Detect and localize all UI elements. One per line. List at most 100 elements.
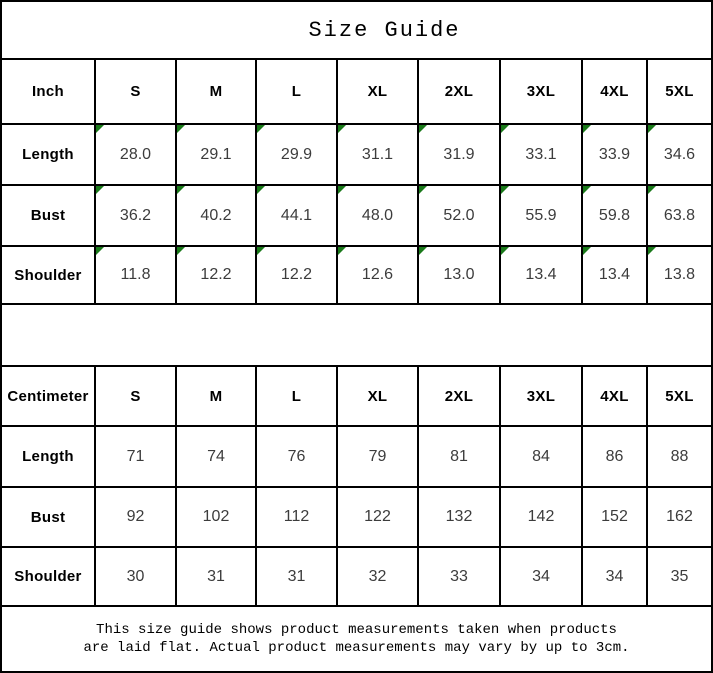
corner-marker-icon (257, 125, 265, 133)
value-cell: 12.6 (338, 247, 419, 305)
value-cell: 88 (648, 427, 711, 488)
value-cell: 11.8 (96, 247, 177, 305)
footer-line-2: are laid flat. Actual product measuremen… (83, 640, 630, 656)
unit-header-cell: Inch (2, 60, 96, 125)
row-label-cell: Bust (2, 186, 96, 247)
corner-marker-icon (648, 186, 656, 194)
size-header-cell: XL (338, 60, 419, 125)
row-label-cell: Length (2, 125, 96, 186)
value-cell: 52.0 (419, 186, 501, 247)
value-cell: 34.6 (648, 125, 711, 186)
value-cell: 112 (257, 488, 338, 548)
value-cell: 132 (419, 488, 501, 548)
value-cell: 31 (257, 548, 338, 607)
value-cell: 81 (419, 427, 501, 488)
row-label-cell: Shoulder (2, 548, 96, 607)
size-header-cell: S (96, 60, 177, 125)
inch-table: Inch S M L XL 2XL 3XL 4XL 5XL Length 28.0 29.1 29.9 3… (2, 60, 711, 305)
value-cell: 71 (96, 427, 177, 488)
value-cell: 29.9 (257, 125, 338, 186)
value-cell: 63.8 (648, 186, 711, 247)
size-header-cell: 3XL (501, 60, 583, 125)
corner-marker-icon (501, 186, 509, 194)
value-cell: 74 (177, 427, 257, 488)
corner-marker-icon (419, 125, 427, 133)
corner-marker-icon (177, 125, 185, 133)
size-header-cell: M (177, 367, 257, 427)
size-header-cell: M (177, 60, 257, 125)
value-cell: 79 (338, 427, 419, 488)
value-cell: 29.1 (177, 125, 257, 186)
size-header-cell: 4XL (583, 60, 648, 125)
corner-marker-icon (96, 247, 104, 255)
value-cell: 32 (338, 548, 419, 607)
value-cell: 44.1 (257, 186, 338, 247)
corner-marker-icon (648, 247, 656, 255)
corner-marker-icon (257, 186, 265, 194)
value-cell: 36.2 (96, 186, 177, 247)
spacer-row (2, 305, 711, 367)
size-header-cell: 4XL (583, 367, 648, 427)
row-label-cell: Shoulder (2, 247, 96, 305)
value-cell: 34 (501, 548, 583, 607)
value-cell: 33.1 (501, 125, 583, 186)
corner-marker-icon (583, 186, 591, 194)
corner-marker-icon (96, 125, 104, 133)
value-cell: 55.9 (501, 186, 583, 247)
corner-marker-icon (583, 247, 591, 255)
corner-marker-icon (648, 125, 656, 133)
corner-marker-icon (338, 186, 346, 194)
value-cell: 31.9 (419, 125, 501, 186)
value-cell: 30 (96, 548, 177, 607)
value-cell: 33 (419, 548, 501, 607)
value-cell: 48.0 (338, 186, 419, 247)
size-header-cell: 3XL (501, 367, 583, 427)
value-cell: 102 (177, 488, 257, 548)
corner-marker-icon (501, 247, 509, 255)
title-row: Size Guide (2, 2, 711, 60)
size-header-cell: XL (338, 367, 419, 427)
value-cell: 34 (583, 548, 648, 607)
value-cell: 13.0 (419, 247, 501, 305)
value-cell: 31 (177, 548, 257, 607)
value-cell: 162 (648, 488, 711, 548)
corner-marker-icon (419, 247, 427, 255)
value-cell: 35 (648, 548, 711, 607)
corner-marker-icon (177, 186, 185, 194)
size-header-cell: 5XL (648, 60, 711, 125)
value-cell: 33.9 (583, 125, 648, 186)
value-cell: 13.4 (583, 247, 648, 305)
page-title: Size Guide (308, 17, 461, 43)
size-header-cell: 2XL (419, 60, 501, 125)
value-cell: 122 (338, 488, 419, 548)
size-header-cell: 5XL (648, 367, 711, 427)
corner-marker-icon (501, 125, 509, 133)
corner-marker-icon (96, 186, 104, 194)
row-label-cell: Bust (2, 488, 96, 548)
value-cell: 84 (501, 427, 583, 488)
value-cell: 59.8 (583, 186, 648, 247)
corner-marker-icon (583, 125, 591, 133)
centimeter-table: Centimeter S M L XL 2XL 3XL 4XL 5XL Length 71 74 76 7… (2, 367, 711, 607)
size-header-cell: L (257, 60, 338, 125)
corner-marker-icon (419, 186, 427, 194)
unit-header-cell: Centimeter (2, 367, 96, 427)
corner-marker-icon (257, 247, 265, 255)
footer-line-1: This size guide shows product measuremen… (96, 622, 617, 638)
size-header-cell: S (96, 367, 177, 427)
corner-marker-icon (177, 247, 185, 255)
row-label-cell: Length (2, 427, 96, 488)
value-cell: 13.4 (501, 247, 583, 305)
value-cell: 92 (96, 488, 177, 548)
value-cell: 13.8 (648, 247, 711, 305)
size-header-cell: 2XL (419, 367, 501, 427)
corner-marker-icon (338, 247, 346, 255)
value-cell: 12.2 (257, 247, 338, 305)
value-cell: 76 (257, 427, 338, 488)
size-header-cell: L (257, 367, 338, 427)
footer-note: This size guide shows product measuremen… (2, 607, 711, 671)
value-cell: 12.2 (177, 247, 257, 305)
value-cell: 86 (583, 427, 648, 488)
value-cell: 28.0 (96, 125, 177, 186)
